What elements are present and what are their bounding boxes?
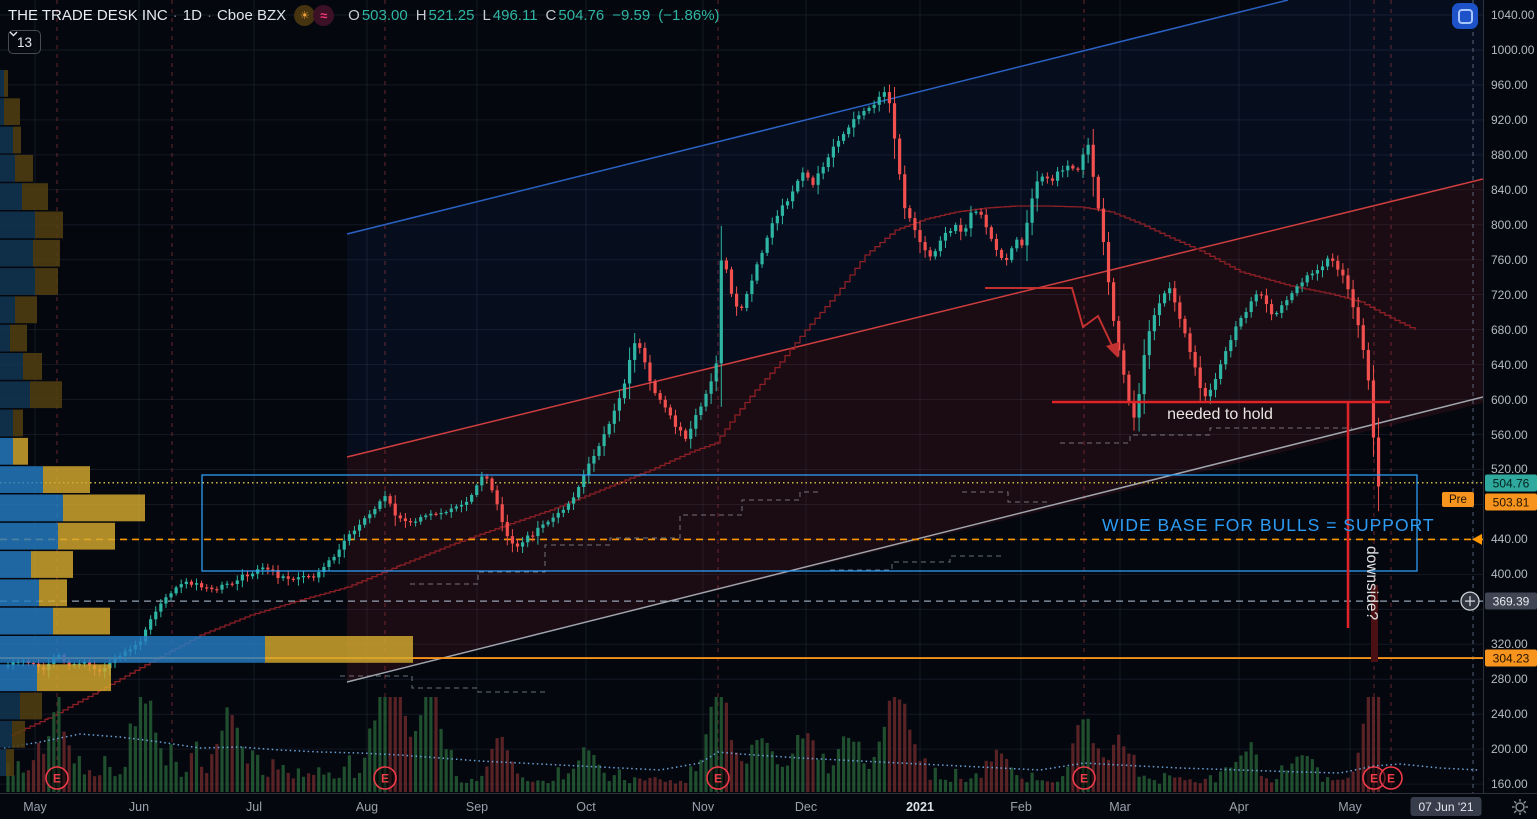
price-tick-label: 760.00	[1491, 252, 1528, 267]
price-axis[interactable]: 160.00 200.00 240.00 280.00 320.00 400.00 440.…	[1483, 0, 1537, 793]
time-tick-label: Jun	[128, 800, 150, 814]
layers-count-value: 13	[17, 34, 33, 50]
price-tick-label: 680.00	[1491, 322, 1528, 337]
price-tick-label: 520.00	[1491, 462, 1528, 477]
red-zigzag-arrow	[985, 287, 1117, 355]
time-tick-label: Apr	[1229, 800, 1249, 814]
price-tick-label: 320.00	[1491, 637, 1528, 652]
premarket-badge: Pre	[1442, 492, 1474, 507]
needed-to-hold-label[interactable]: needed to hold	[1167, 406, 1273, 423]
wave-badge-icon[interactable]: ≈	[313, 5, 335, 26]
separator-dot: ·	[172, 7, 178, 24]
svg-text:E: E	[53, 772, 61, 786]
open-label: O	[348, 7, 360, 24]
earnings-marker[interactable]: E	[45, 766, 69, 790]
price-tick-label: 880.00	[1491, 147, 1528, 162]
open-value: 503.00	[361, 7, 408, 24]
snapshot-button[interactable]	[1452, 3, 1478, 29]
price-tick-label: 440.00	[1491, 532, 1528, 547]
change-value: −9.59	[612, 7, 651, 24]
separator-dot: ·	[206, 7, 212, 24]
earnings-marker[interactable]: E	[706, 766, 730, 790]
price-tick-label: 400.00	[1491, 567, 1528, 582]
price-tick-label: 800.00	[1491, 217, 1528, 232]
time-tick-label: Nov	[691, 800, 715, 814]
moving-average-line	[10, 205, 1416, 736]
downside-label[interactable]: downside?	[1363, 546, 1380, 620]
time-tick-label: Dec	[794, 800, 818, 814]
trailing-stop-lines	[340, 427, 1352, 693]
orange-level-label: 304.23	[1485, 649, 1537, 667]
svg-text:E: E	[714, 772, 722, 786]
price-tick-label: 200.00	[1491, 742, 1528, 757]
plus-circle-icon[interactable]	[1460, 591, 1480, 611]
close-label: C	[545, 7, 557, 24]
volume-ma-line	[3, 733, 1479, 774]
high-label: H	[415, 7, 427, 24]
support-box	[201, 474, 1418, 572]
earnings-marker[interactable]: E	[373, 766, 397, 790]
annotations: needed to hold WIDE BASE FOR BULLS = SUPP…	[1102, 406, 1435, 620]
change-percent: (−1.86%)	[658, 7, 720, 24]
exchange-label[interactable]: Cboe BZX	[216, 7, 287, 24]
legend-badges: ☀ ≈	[294, 5, 335, 26]
layers-count-button[interactable]: 13	[8, 30, 42, 54]
time-tick-label: 2021	[906, 800, 934, 814]
downside-projection-bar	[1371, 585, 1378, 662]
price-tick-label: 1040.00	[1491, 8, 1535, 22]
svg-text:E: E	[1370, 772, 1378, 786]
low-value: 496.11	[492, 7, 538, 24]
price-tick-label: 240.00	[1491, 707, 1528, 722]
volume-bars	[6, 697, 1381, 792]
time-axis[interactable]: May Apr Mar Feb 2021 Dec Nov Oct Sep Aug Jul Jun May…	[0, 793, 1537, 819]
svg-text:E: E	[1080, 772, 1088, 786]
time-tick-label: Feb	[1010, 800, 1032, 814]
premarket-price-label: 503.81	[1485, 493, 1537, 511]
alert-price-label: 369.39	[1485, 592, 1537, 610]
sun-badge-icon[interactable]: ☀	[294, 5, 316, 26]
price-tick-label: 560.00	[1491, 427, 1528, 442]
low-label: L	[482, 7, 491, 24]
chart-pane[interactable]: needed to hold WIDE BASE FOR BULLS = SUPP…	[0, 0, 1483, 793]
price-tick-label: 280.00	[1491, 672, 1528, 687]
svg-text:E: E	[381, 772, 389, 786]
time-tick-label: May	[23, 800, 47, 814]
chart-legend[interactable]: THE TRADE DESK INC · 1D · Cboe BZX ☀ ≈ O…	[8, 5, 728, 26]
close-value: 504.76	[558, 7, 605, 24]
high-value: 521.25	[428, 7, 475, 24]
wide-base-label[interactable]: WIDE BASE FOR BULLS = SUPPORT	[1102, 515, 1435, 535]
settings-icon[interactable]	[1511, 798, 1529, 816]
price-chart-canvas[interactable]: needed to hold WIDE BASE FOR BULLS = SUPP…	[0, 0, 1483, 793]
price-tick-label: 600.00	[1491, 392, 1528, 407]
earnings-marker[interactable]: E	[1379, 766, 1403, 790]
time-tick-label: Sep	[465, 800, 489, 814]
user-drawings	[201, 287, 1418, 662]
price-tick-label: 840.00	[1491, 182, 1528, 197]
time-tick-label: Mar	[1109, 800, 1131, 814]
price-tick-label: 160.00	[1491, 777, 1528, 792]
time-tick-label: Jul	[246, 800, 262, 814]
earnings-marker[interactable]: E	[1072, 766, 1096, 790]
go-to-date-box[interactable]: 07 Jun '21	[1410, 797, 1482, 816]
time-tick-label: Oct	[576, 800, 596, 814]
last-price-label: 504.76	[1485, 474, 1537, 492]
snapshot-icon	[1457, 8, 1473, 24]
volume-profile	[0, 70, 413, 776]
red-trendline	[346, 178, 1483, 458]
interval-label[interactable]: 1D	[182, 7, 202, 24]
time-tick-label: May	[1338, 800, 1362, 814]
price-tick-label: 640.00	[1491, 357, 1528, 372]
price-tick-label: 1000.00	[1491, 42, 1535, 57]
price-tick-label: 720.00	[1491, 287, 1528, 302]
svg-text:E: E	[1387, 772, 1395, 786]
ohlc-values: O 503.00 H 521.25 L 496.11 C 504.76 −9.59 (−1.86%…	[348, 7, 727, 24]
time-tick-label: Aug	[355, 800, 379, 814]
chevron-down-icon	[9, 31, 18, 37]
blue-trendline	[346, 0, 1289, 235]
price-tick-label: 920.00	[1491, 112, 1528, 127]
symbol-title[interactable]: THE TRADE DESK INC	[8, 7, 168, 24]
price-tick-label: 960.00	[1491, 77, 1528, 92]
